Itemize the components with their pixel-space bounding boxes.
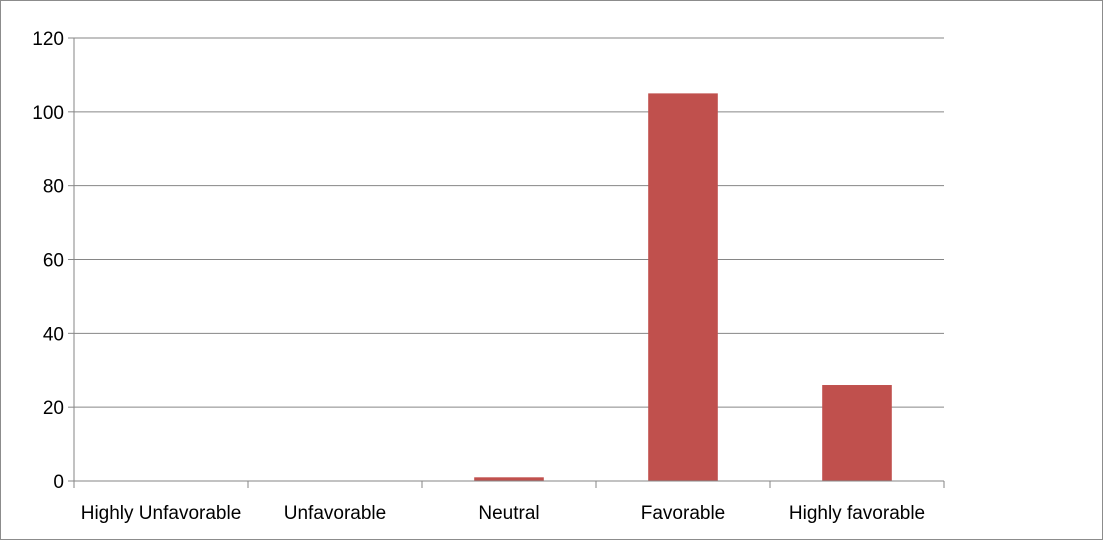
y-tick-label: 40 — [43, 324, 64, 345]
x-tick-label: Highly favorable — [789, 503, 925, 524]
bar-neutral — [474, 477, 544, 481]
y-tick-label: 100 — [32, 103, 64, 124]
x-tick-label: Highly Unfavorable — [81, 503, 242, 524]
x-tick-label: Unfavorable — [284, 503, 386, 524]
tick-labels: 0 20 40 60 80 100 120 Highly Unfavorable Unfavor… — [32, 29, 925, 524]
gridlines — [74, 37, 944, 408]
bar-highly-favorable — [822, 385, 892, 481]
y-tick-label: 0 — [53, 472, 64, 493]
bars — [474, 93, 892, 481]
x-tick-label: Neutral — [478, 503, 539, 524]
y-tick-label: 20 — [43, 398, 64, 419]
y-tick-label: 120 — [32, 29, 64, 50]
x-tick-label: Favorable — [641, 503, 726, 524]
axes — [68, 37, 945, 488]
y-tick-label: 80 — [43, 177, 64, 198]
bar-favorable — [648, 93, 718, 481]
y-tick-label: 60 — [43, 251, 64, 272]
